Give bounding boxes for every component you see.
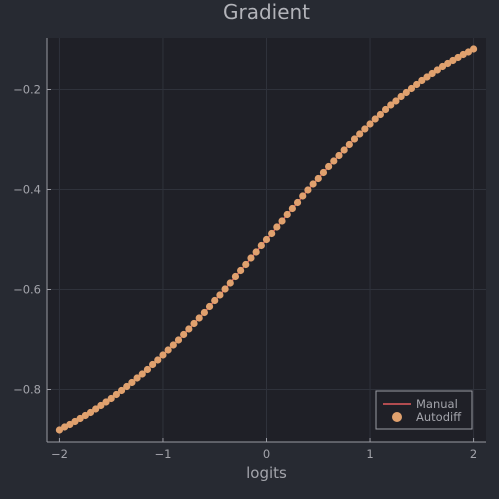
y-ticks: −0.8 −0.6 −0.4 −0.2 <box>13 83 51 397</box>
data-point-autodiff <box>247 254 255 262</box>
data-point-autodiff <box>288 204 296 213</box>
y-tick-label: −0.8 <box>13 383 41 397</box>
data-point-autodiff <box>190 319 198 328</box>
data-point-autodiff <box>174 336 183 344</box>
data-point-autodiff <box>86 408 95 417</box>
data-point-autodiff <box>345 140 353 149</box>
data-point-autodiff <box>143 365 152 374</box>
data-point-autodiff <box>371 115 379 123</box>
data-point-autodiff <box>205 302 214 311</box>
data-point-autodiff <box>469 45 478 53</box>
data-point-autodiff <box>252 248 260 256</box>
x-tick-label: −1 <box>154 447 171 461</box>
data-point-autodiff <box>402 88 410 97</box>
data-point-autodiff <box>423 73 431 81</box>
data-point-autodiff <box>138 370 146 378</box>
data-point-autodiff <box>350 135 359 143</box>
data-point-autodiff <box>278 217 286 225</box>
data-point-autodiff <box>237 266 245 275</box>
data-point-autodiff <box>309 180 317 188</box>
data-point-autodiff <box>200 308 208 317</box>
data-point-autodiff <box>407 84 416 93</box>
legend-label-autodiff: Autodiff <box>416 410 462 424</box>
x-tick-label: −2 <box>51 447 68 461</box>
data-point-autodiff <box>433 66 441 74</box>
data-point-autodiff <box>226 279 234 287</box>
data-point-autodiff <box>325 162 333 171</box>
data-point-autodiff <box>418 76 426 85</box>
data-point-autodiff <box>304 186 312 194</box>
data-point-autodiff <box>211 296 219 305</box>
data-point-autodiff <box>356 130 364 138</box>
x-tick-label: 0 <box>263 447 270 461</box>
data-point-autodiff <box>262 235 271 244</box>
data-point-autodiff <box>123 382 131 391</box>
data-point-autodiff <box>257 241 265 250</box>
data-point-autodiff <box>92 405 100 413</box>
data-point-autodiff <box>154 356 162 364</box>
data-point-autodiff <box>97 401 105 410</box>
data-point-autodiff <box>397 92 405 101</box>
data-point-autodiff <box>392 97 400 105</box>
data-point-autodiff <box>319 168 328 177</box>
series-layer <box>55 45 478 434</box>
data-point-autodiff <box>361 125 369 133</box>
y-tick-label: −0.4 <box>13 183 41 197</box>
data-point-autodiff <box>413 80 421 89</box>
data-point-autodiff <box>221 285 229 293</box>
data-point-autodiff <box>185 325 193 333</box>
data-point-autodiff <box>376 110 384 119</box>
y-tick-label: −0.2 <box>13 83 41 97</box>
data-point-autodiff <box>330 157 338 165</box>
data-point-autodiff <box>340 146 348 154</box>
data-point-autodiff <box>273 223 281 231</box>
legend: Manual Autodiff <box>375 390 473 430</box>
data-point-autodiff <box>242 260 250 269</box>
data-point-autodiff <box>149 360 157 369</box>
data-point-autodiff <box>428 69 436 78</box>
y-tick-label: −0.6 <box>13 283 41 297</box>
data-point-autodiff <box>299 192 307 200</box>
data-point-autodiff <box>107 394 115 403</box>
data-point-autodiff <box>102 398 110 406</box>
data-point-autodiff <box>195 314 203 322</box>
data-point-autodiff <box>314 174 322 183</box>
data-point-autodiff <box>159 351 167 359</box>
data-point-autodiff <box>366 120 374 128</box>
data-point-autodiff <box>268 229 276 238</box>
data-point-autodiff <box>117 386 126 395</box>
data-point-autodiff <box>216 291 224 299</box>
legend-label-manual: Manual <box>416 397 458 411</box>
data-point-autodiff <box>335 151 343 160</box>
data-point-autodiff <box>128 378 136 387</box>
data-point-autodiff <box>180 330 188 339</box>
x-axis-label: logits <box>246 464 287 482</box>
series-points-autodiff <box>55 45 478 434</box>
data-point-autodiff <box>231 272 240 281</box>
x-tick-label: 1 <box>366 447 373 461</box>
data-point-autodiff <box>112 390 120 399</box>
data-point-autodiff <box>387 101 395 109</box>
data-point-autodiff <box>169 341 177 349</box>
legend-swatch-autodiff <box>392 412 402 422</box>
chart-title: Gradient <box>223 0 310 24</box>
data-point-autodiff <box>381 105 390 114</box>
data-point-autodiff <box>133 374 141 382</box>
data-point-autodiff <box>293 198 302 207</box>
x-tick-label: 2 <box>470 447 477 461</box>
x-ticks: −2 −1 0 1 2 <box>51 438 477 461</box>
data-point-autodiff <box>164 346 172 354</box>
legend-box <box>375 390 473 430</box>
data-point-autodiff <box>283 210 291 219</box>
